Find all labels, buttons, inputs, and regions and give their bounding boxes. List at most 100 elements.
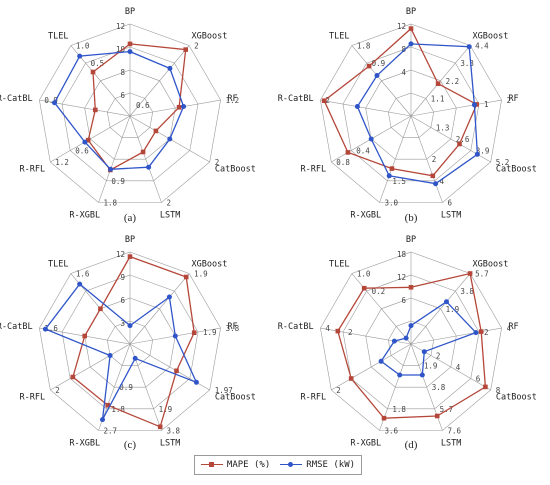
grid-ring — [106, 92, 154, 138]
spoke-rf — [410, 327, 502, 345]
grid-ring — [39, 251, 221, 431]
axis-label-catboost: CatBoost — [496, 393, 537, 403]
grid-ring — [320, 23, 502, 203]
tick-label: 6 — [476, 375, 481, 384]
point-rmse-kw-r-catbl — [391, 338, 397, 344]
tick-label: 3 — [120, 319, 125, 328]
tick-label: 1.97 — [215, 386, 233, 395]
axis-label-r-catbl: R-CatBL — [0, 322, 33, 332]
point-mape-r-xgbl — [389, 166, 395, 171]
axis-label-tlel: TLEL — [329, 260, 349, 270]
tick-label: 0.4 — [356, 147, 370, 156]
point-rmse-kw-xgboost — [167, 65, 173, 71]
series-line-mape — [72, 255, 195, 428]
panel-label: (b) — [405, 212, 418, 224]
axis-label-rf: RF — [508, 94, 518, 104]
grid-ring — [61, 46, 199, 182]
grid-ring — [61, 274, 199, 410]
point-mape-catboost — [174, 368, 179, 374]
point-mape-rf — [191, 330, 197, 335]
point-rmse-kw-lstm — [433, 181, 439, 187]
spoke-r-rfl — [50, 343, 131, 391]
point-mape-rf — [478, 329, 484, 334]
tick-label: 0.8 — [336, 158, 350, 167]
tick-label: 6 — [120, 91, 125, 100]
spoke-r-catbl — [320, 99, 412, 117]
axis-label-tlel: TLEL — [48, 32, 68, 42]
point-rmse-kw-rf — [473, 330, 479, 336]
spoke-r-xgbl — [379, 115, 412, 203]
tick-label: 2 — [348, 328, 353, 337]
tick-label: 4 — [325, 324, 330, 333]
axis-label-bp: BP — [125, 235, 135, 245]
grid-ring — [106, 320, 154, 366]
point-mape-xgboost — [435, 81, 441, 86]
spoke-r-rfl — [331, 343, 412, 391]
point-mape-tlel — [361, 285, 367, 291]
point-rmse-kw-bp — [408, 41, 414, 47]
axis-label-lstm: LSTM — [160, 439, 180, 449]
radar-panel-3: BP XGBoost RF CatBoost LSTM R-XGBL R-RFL R-CatB… — [0, 235, 256, 451]
tick-label: 1.8 — [392, 405, 406, 414]
axis-label-rf: RF — [227, 322, 237, 332]
series-line-mape — [323, 27, 478, 177]
axis-label-xgboost: XGBoost — [192, 32, 228, 42]
tick-label: 1.9 — [446, 305, 460, 314]
legend-label-rmse: RMSE (kW) — [306, 460, 356, 470]
point-mape-r-rfl — [348, 376, 354, 381]
point-rmse-kw-rf — [471, 102, 477, 108]
point-rmse-kw-xgboost — [166, 294, 172, 300]
grid-ring — [387, 320, 435, 366]
point-mape-tlel — [98, 306, 103, 312]
point-rmse-kw-rf — [172, 333, 178, 339]
legend-item-rmse: RMSE (kW) — [280, 460, 355, 470]
grid-ring — [365, 69, 457, 160]
tick-label: 1.2 — [226, 96, 240, 105]
axis-label-r-xgbl: R-XGBL — [69, 439, 100, 449]
tick-label: 18 — [397, 250, 407, 259]
axis-label-rf: RF — [227, 94, 237, 104]
axis-label-tlel: TLEL — [329, 32, 349, 42]
point-rmse-kw-r-rfl — [107, 353, 113, 358]
grid-ring — [342, 46, 480, 182]
grid-ring — [365, 297, 457, 388]
point-mape-xgboost — [467, 271, 473, 276]
tick-label: 10 — [116, 45, 126, 54]
tick-label: 1.6 — [44, 324, 58, 333]
point-rmse-kw-catboost — [193, 379, 199, 385]
spoke-tlel — [351, 45, 412, 117]
tick-label: 12 — [397, 273, 406, 282]
point-mape-r-rfl — [345, 150, 351, 155]
axis-label-xgboost: XGBoost — [473, 32, 509, 42]
axis-label-r-rfl: R-RFL — [301, 165, 327, 175]
point-rmse-kw-r-rfl — [378, 358, 384, 364]
tick-label: 3.3 — [460, 59, 474, 68]
grid-ring — [387, 92, 435, 138]
spoke-rf — [410, 99, 502, 117]
tick-label: 0.5 — [91, 59, 105, 68]
tick-label: 5.7 — [475, 270, 489, 279]
tick-label: 2 — [507, 96, 512, 105]
tick-label: 8 — [496, 386, 501, 395]
point-rmse-kw-xgboost — [444, 299, 449, 305]
axis-label-tlel: TLEL — [48, 260, 68, 270]
axis-label-r-xgbl: R-XGBL — [350, 211, 381, 221]
axis-label-lstm: LSTM — [160, 211, 180, 221]
tick-label: 3.8 — [167, 427, 181, 436]
spoke-xgboost — [410, 45, 471, 117]
series-line-mape — [337, 272, 487, 419]
legend-swatch-mape — [200, 460, 223, 470]
tick-label: 1.2 — [55, 158, 69, 167]
point-mape-xgboost — [183, 274, 189, 280]
point-rmse-kw-tlel — [77, 281, 83, 287]
axis-label-bp: BP — [406, 7, 416, 17]
spoke-xgboost — [129, 273, 190, 345]
legend-label-mape: MAPE (%) — [226, 460, 271, 470]
tick-label: 3.8 — [460, 287, 474, 296]
tick-label: 1.0 — [76, 42, 90, 51]
tick-label: 9 — [120, 273, 125, 282]
axis-label-xgboost: XGBoost — [192, 260, 228, 270]
tick-label: 2 — [215, 158, 220, 167]
radar-figure: BP XGBoost RF CatBoost LSTM R-XGBL R-RFL R-CatB… — [0, 7, 537, 451]
tick-label: 4 — [440, 177, 445, 186]
